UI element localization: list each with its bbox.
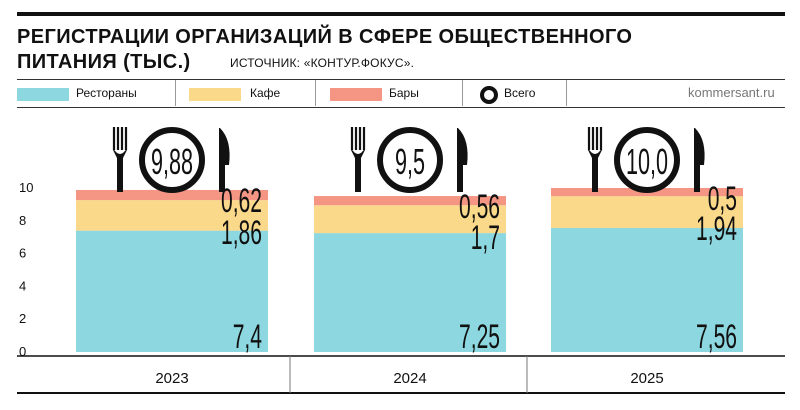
- knife-icon: [219, 128, 230, 192]
- legend-bottom-rule: [17, 107, 785, 108]
- y-tick-label: 2: [19, 311, 26, 326]
- value-label-bars: 0,62: [221, 181, 262, 219]
- bar-segment-bars: [76, 189, 268, 201]
- chart-title-line1: РЕГИСТРАЦИИ ОРГАНИЗАЦИЙ В СФЕРЕ ОБЩЕСТВЕ…: [17, 26, 633, 48]
- y-tick-label: 4: [19, 278, 26, 293]
- value-label-bars: 0,56: [459, 187, 500, 225]
- fork-icon: [350, 127, 366, 150]
- legend-swatch-bars: [330, 88, 382, 101]
- bar-segment-bars: [314, 196, 506, 206]
- y-tick-label: 6: [19, 246, 26, 261]
- bar-segment-cafe: [314, 205, 506, 234]
- value-label-restaurants: 7,25: [459, 317, 500, 355]
- legend-separator: [175, 80, 176, 106]
- legend-separator: [566, 80, 567, 106]
- fork-icon: [587, 127, 603, 150]
- value-label-cafe: 1,7: [471, 218, 500, 256]
- value-label-restaurants: 7,56: [696, 317, 737, 355]
- plate-icon: [614, 127, 680, 193]
- fork-handle-icon: [588, 148, 602, 192]
- legend-label-cafe: Кафе: [250, 86, 281, 100]
- total-label: 10,0: [626, 142, 668, 182]
- legend-plate-icon: [480, 86, 498, 104]
- fork-handle-icon: [351, 148, 365, 192]
- bar-segment-restaurants: [551, 228, 743, 352]
- bar-segment-restaurants: [76, 230, 268, 352]
- legend-separator: [315, 80, 316, 106]
- legend-label-restaurants: Рестораны: [76, 86, 137, 100]
- bar-segment-cafe: [76, 200, 268, 231]
- chart-title-line2: ПИТАНИЯ (ТЫС.): [17, 51, 191, 73]
- legend-swatch-cafe: [189, 88, 241, 101]
- bar-segment-restaurants: [314, 233, 506, 352]
- value-label-cafe: 1,94: [696, 209, 737, 247]
- legend-swatch-restaurants: [17, 88, 69, 101]
- total-label: 9,88: [151, 142, 193, 182]
- legend-top-rule: [17, 79, 785, 80]
- legend-label-bars: Бары: [389, 86, 419, 100]
- value-label-bars: 0,5: [708, 179, 737, 217]
- x-category-label: 2025: [630, 370, 663, 387]
- value-label-cafe: 1,86: [221, 213, 262, 251]
- credit-link: kommersant.ru: [688, 85, 775, 100]
- y-tick-label: 10: [19, 180, 33, 195]
- value-label-restaurants: 7,4: [233, 317, 262, 355]
- x-category-label: 2024: [393, 370, 426, 387]
- y-tick-label: 8: [19, 213, 26, 228]
- x-category-label: 2023: [155, 370, 188, 387]
- source-note: ИСТОЧНИК: «КОНТУР.ФОКУС».: [230, 56, 415, 70]
- total-label: 9,5: [395, 142, 425, 182]
- legend-label-total: Всего: [504, 86, 536, 100]
- knife-icon: [694, 128, 705, 192]
- y-tick-label: 0: [19, 344, 26, 359]
- legend-separator: [462, 80, 463, 106]
- plate-icon: [139, 127, 205, 193]
- fork-handle-icon: [113, 148, 127, 192]
- top-rule: [17, 12, 785, 16]
- knife-icon: [457, 128, 468, 192]
- plate-icon: [377, 127, 443, 193]
- bar-segment-cafe: [551, 196, 743, 229]
- fork-icon: [112, 127, 128, 150]
